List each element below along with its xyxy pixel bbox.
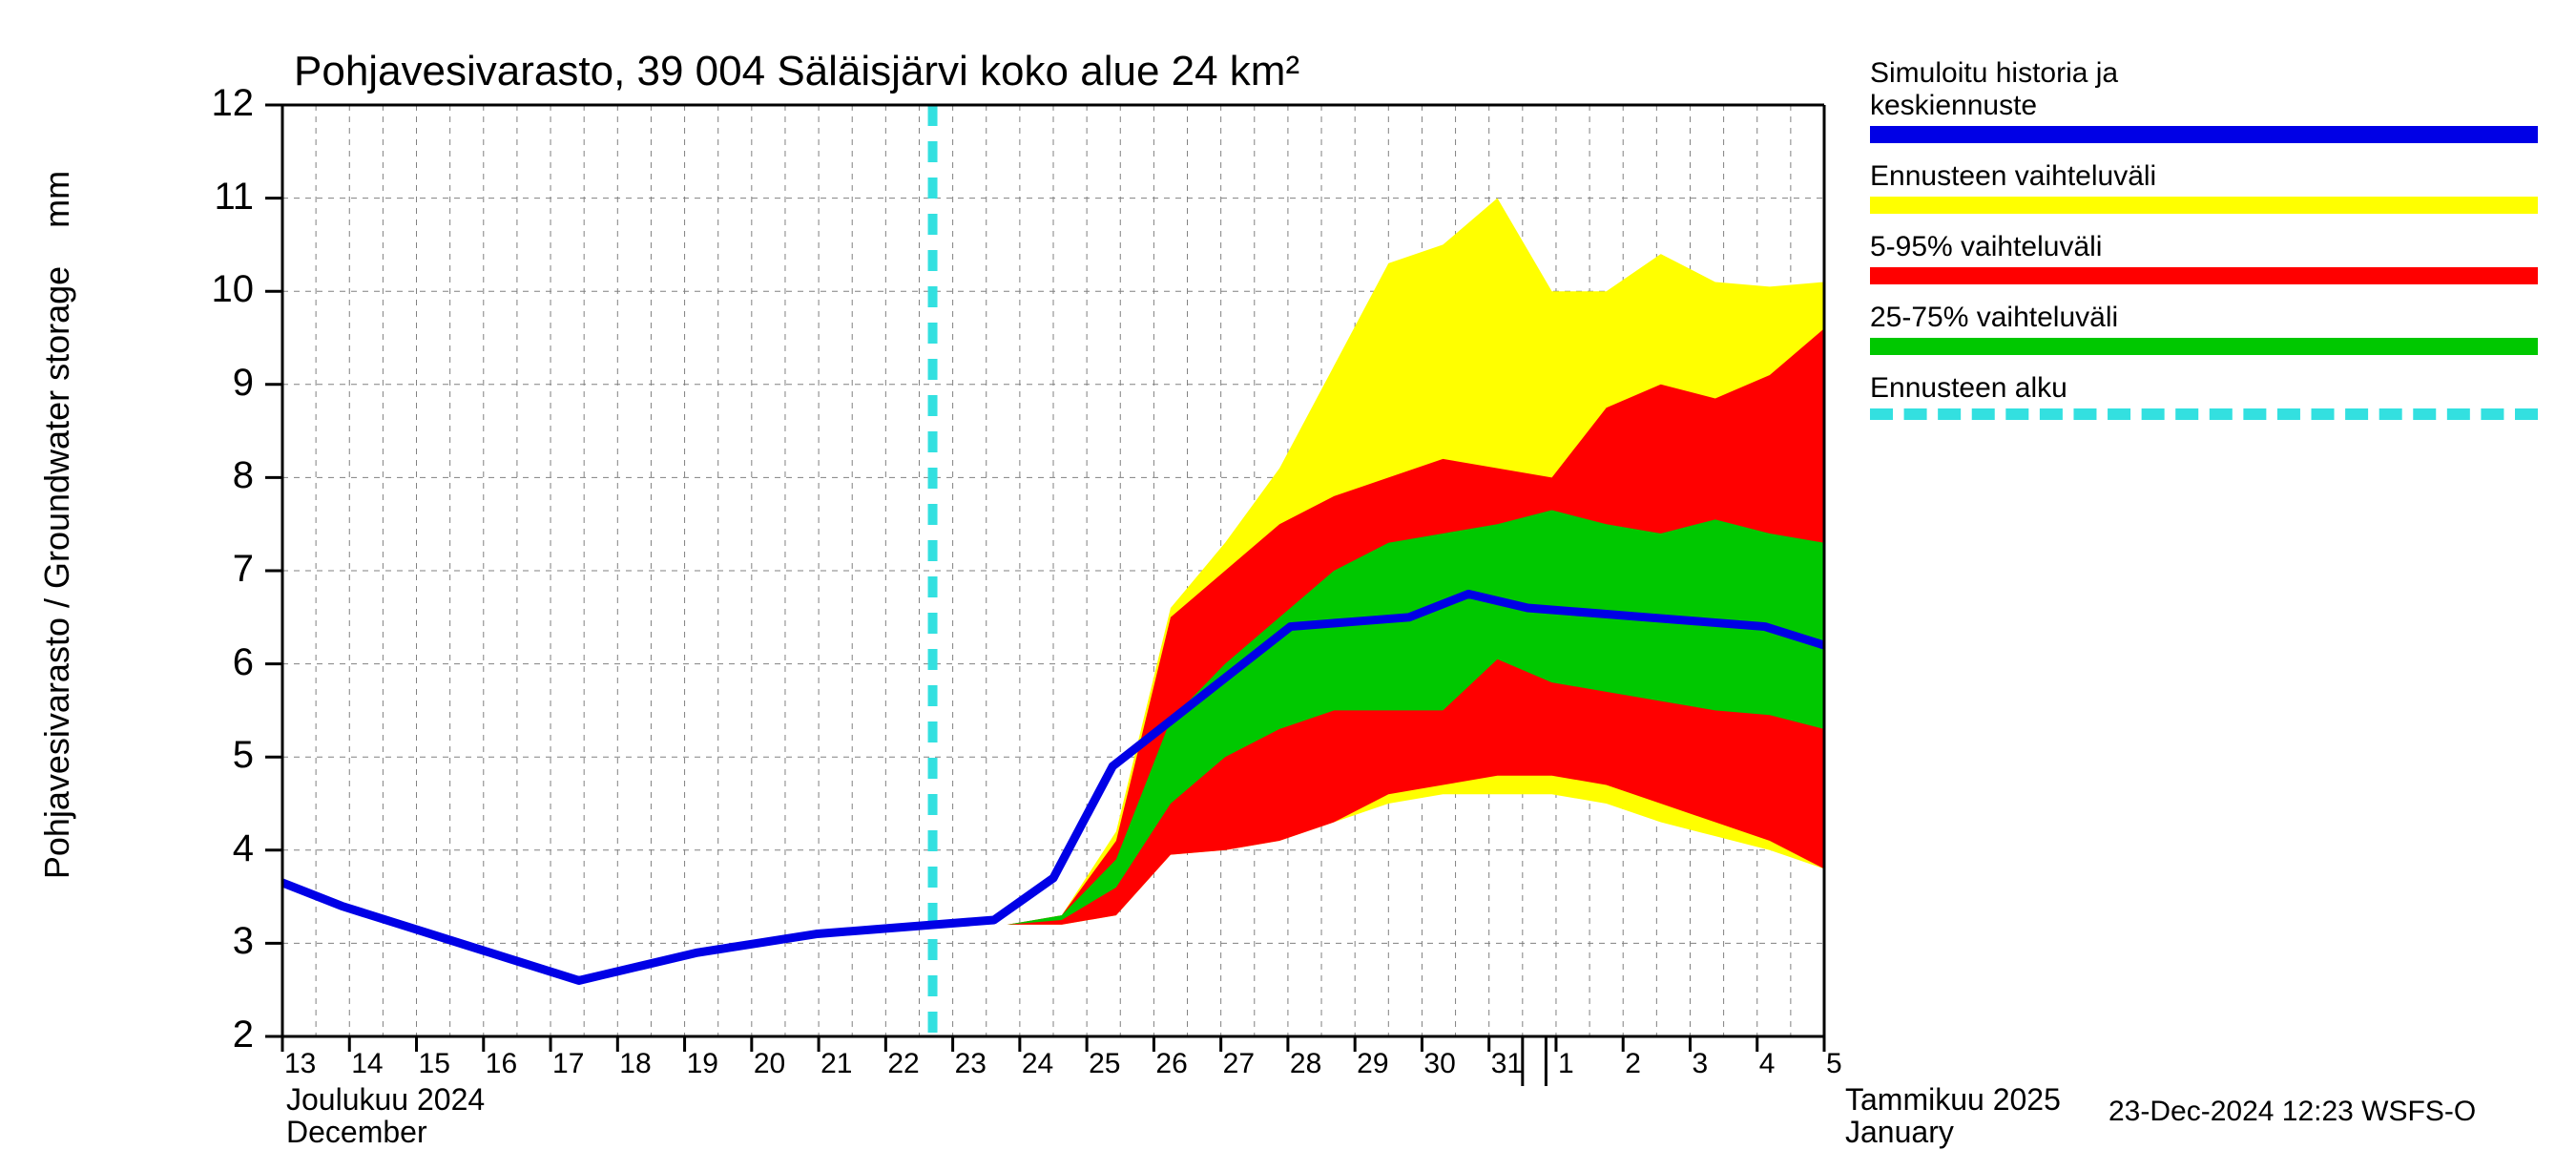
y-tick-label: 3	[197, 920, 254, 963]
x-tick-label: 22	[887, 1048, 919, 1080]
month-label-left-bottom: December	[286, 1115, 427, 1150]
chart-container: Pohjavesivarasto / Groundwater storage m…	[0, 0, 2576, 1145]
legend-label: Ennusteen alku	[1870, 372, 2538, 405]
x-tick-label: 31	[1491, 1048, 1523, 1080]
month-label-left-top: Joulukuu 2024	[286, 1082, 485, 1118]
x-tick-label: 20	[754, 1048, 785, 1080]
y-tick-label: 9	[197, 362, 254, 405]
x-tick-label: 5	[1826, 1048, 1842, 1080]
x-tick-label: 13	[284, 1048, 316, 1080]
y-tick-label: 7	[197, 548, 254, 591]
x-tick-label: 15	[419, 1048, 450, 1080]
legend-label: Simuloitu historia ja	[1870, 57, 2538, 90]
legend-swatch	[1870, 197, 2538, 214]
legend-item: Simuloitu historia jakeskiennuste	[1870, 57, 2538, 143]
x-tick-label: 17	[552, 1048, 584, 1080]
legend-item: 25-75% vaihteluväli	[1870, 302, 2538, 355]
footer-timestamp: 23-Dec-2024 12:23 WSFS-O	[2109, 1096, 2476, 1128]
x-tick-label: 28	[1290, 1048, 1321, 1080]
x-tick-label: 4	[1759, 1048, 1776, 1080]
y-tick-label: 5	[197, 734, 254, 777]
y-tick-label: 6	[197, 641, 254, 684]
x-tick-label: 23	[955, 1048, 987, 1080]
x-tick-label: 18	[619, 1048, 651, 1080]
month-label-right-top: Tammikuu 2025	[1845, 1082, 2061, 1118]
x-tick-label: 26	[1155, 1048, 1187, 1080]
y-tick-label: 12	[197, 82, 254, 125]
legend-swatch	[1870, 267, 2538, 284]
legend-item: Ennusteen alku	[1870, 372, 2538, 420]
legend-swatch	[1870, 408, 2538, 420]
y-tick-label: 8	[197, 454, 254, 497]
legend-label: 5-95% vaihteluväli	[1870, 231, 2538, 263]
x-tick-label: 16	[486, 1048, 517, 1080]
y-tick-label: 10	[197, 268, 254, 311]
x-tick-label: 30	[1423, 1048, 1455, 1080]
x-tick-label: 2	[1625, 1048, 1641, 1080]
x-tick-label: 25	[1089, 1048, 1120, 1080]
x-tick-label: 24	[1022, 1048, 1053, 1080]
y-tick-label: 4	[197, 827, 254, 870]
legend-swatch	[1870, 338, 2538, 355]
y-tick-label: 11	[197, 176, 254, 219]
x-tick-label: 1	[1558, 1048, 1574, 1080]
x-tick-label: 27	[1223, 1048, 1255, 1080]
legend-label: keskiennuste	[1870, 90, 2538, 122]
y-tick-label: 2	[197, 1014, 254, 1056]
legend-label: Ennusteen vaihteluväli	[1870, 160, 2538, 193]
legend-item: Ennusteen vaihteluväli	[1870, 160, 2538, 214]
x-tick-label: 21	[821, 1048, 852, 1080]
x-tick-label: 19	[687, 1048, 718, 1080]
legend: Simuloitu historia jakeskiennuste Ennuste…	[1870, 57, 2538, 437]
month-label-right-bottom: January	[1845, 1115, 1954, 1150]
legend-label: 25-75% vaihteluväli	[1870, 302, 2538, 334]
legend-swatch	[1870, 126, 2538, 143]
x-tick-label: 29	[1357, 1048, 1388, 1080]
legend-item: 5-95% vaihteluväli	[1870, 231, 2538, 284]
x-tick-label: 14	[351, 1048, 383, 1080]
x-tick-label: 3	[1692, 1048, 1708, 1080]
